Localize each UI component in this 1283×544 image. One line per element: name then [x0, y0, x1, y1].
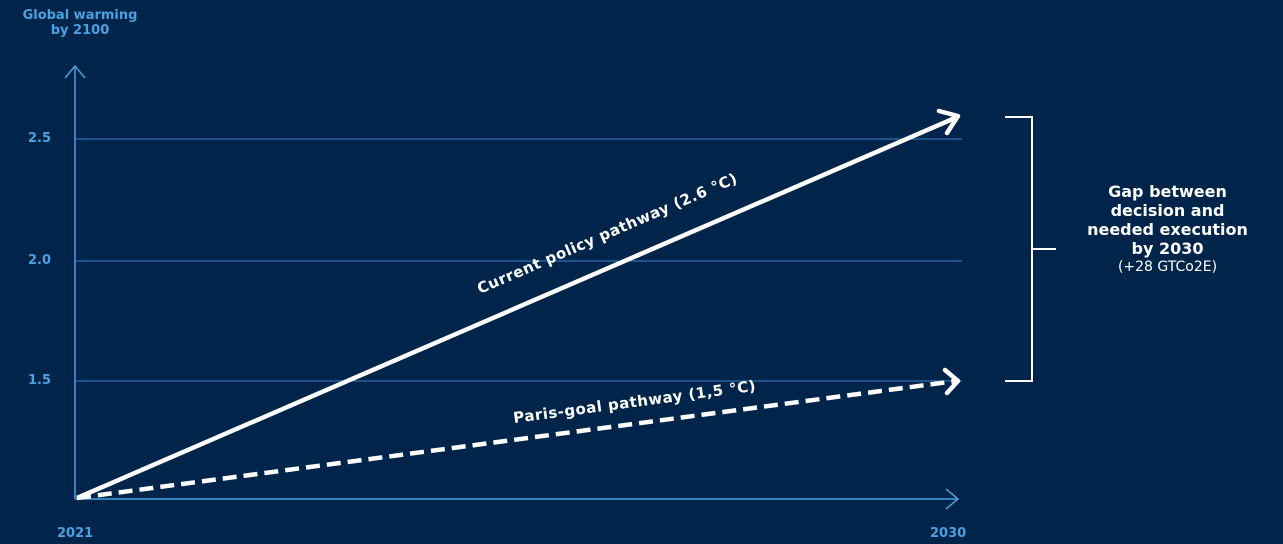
y-tick-2-0: 2.0 — [28, 253, 52, 268]
gap-annotation-line-3: needed execution — [1087, 220, 1248, 239]
x-tick-2030: 2030 — [930, 526, 967, 541]
y-tick-2-5: 2.5 — [28, 131, 52, 146]
series-paris-goal-label: Paris-goal pathway (1,5 °C) — [512, 377, 757, 427]
x-tick-2021: 2021 — [57, 526, 94, 541]
x-axis-arrowhead — [945, 488, 960, 510]
series-paris-goal-arrowhead — [942, 367, 961, 396]
y-axis-title-line-2: by 2100 — [50, 23, 110, 38]
series-current-policy-line — [76, 115, 956, 501]
gap-annotation: Gap between decision and needed executio… — [1060, 182, 1275, 277]
series-current-policy-label: Current policy pathway (2.6 °C) — [474, 169, 740, 297]
gap-annotation-line-2: decision and — [1110, 201, 1225, 220]
gap-bracket — [1005, 116, 1033, 382]
y-axis-title: Global warming by 2100 — [20, 8, 140, 38]
y-axis-arrowhead — [64, 64, 86, 79]
series-current-policy-arrowhead — [936, 108, 961, 136]
y-axis-title-line-1: Global warming — [22, 8, 138, 23]
gap-annotation-note: (+28 GTCo2E) — [1117, 259, 1218, 275]
y-tick-1-5: 1.5 — [28, 373, 52, 388]
gap-annotation-line-4: by 2030 — [1131, 239, 1204, 258]
series-paris-goal-line — [76, 378, 957, 501]
gap-annotation-line-1: Gap between — [1108, 182, 1227, 201]
